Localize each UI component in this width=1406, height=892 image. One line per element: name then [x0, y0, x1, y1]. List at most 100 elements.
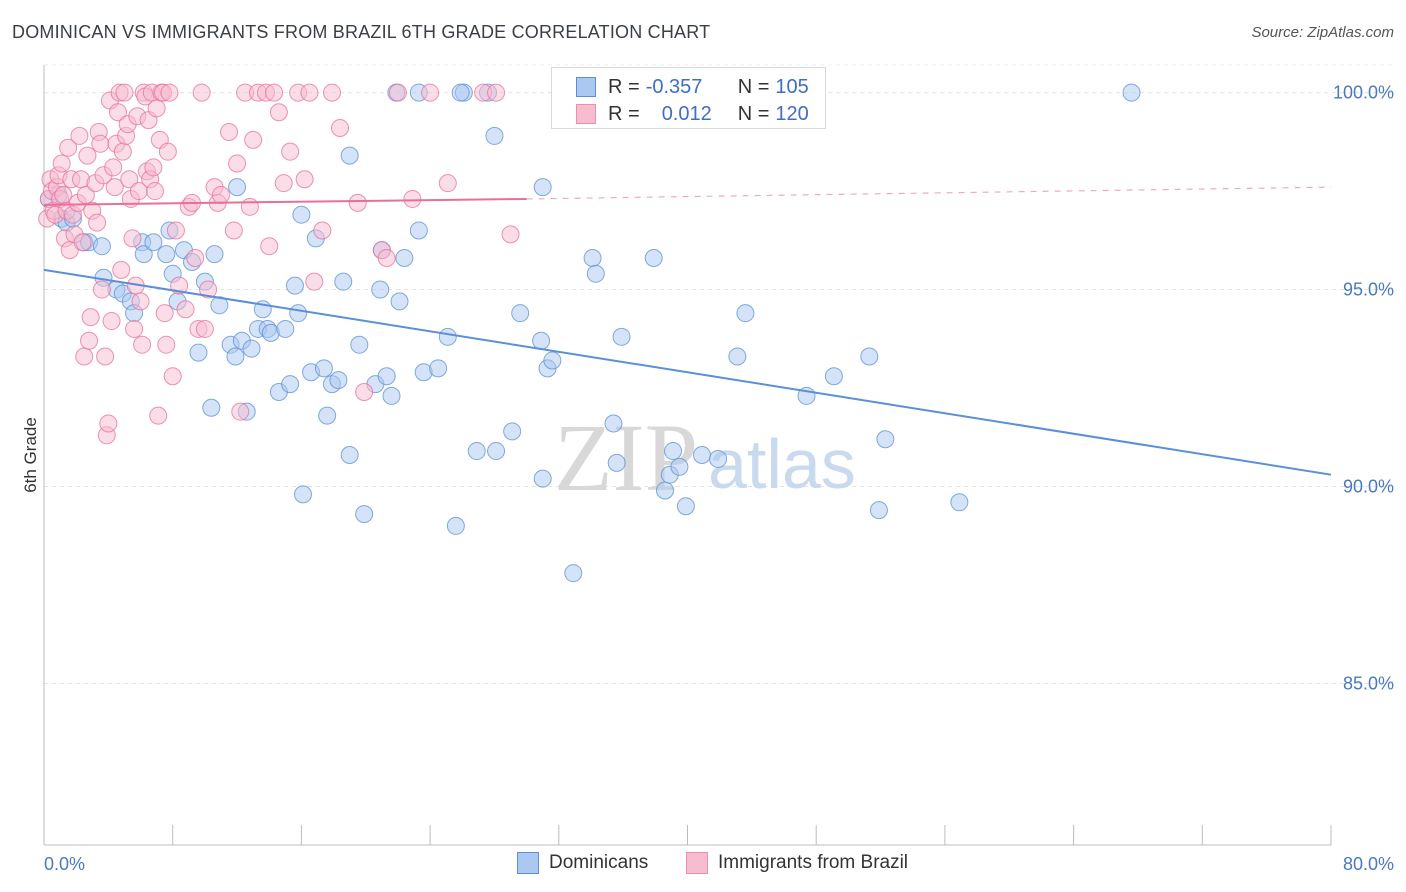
- scatter-point: [134, 245, 153, 264]
- stats-row-brazil: R = 0.012 N = 120: [552, 100, 809, 128]
- scatter-point: [487, 442, 506, 461]
- gridlines: [44, 64, 1392, 684]
- scatter-point: [644, 249, 663, 268]
- scatter-point: [676, 497, 695, 516]
- scatter-point: [274, 174, 293, 193]
- scatter-point: [382, 386, 401, 405]
- scatter-point: [403, 189, 422, 208]
- scatter-point: [96, 347, 115, 366]
- scatter-point: [88, 213, 107, 232]
- scatter-point: [728, 347, 747, 366]
- scatter-point: [59, 138, 78, 157]
- scatter-point: [92, 280, 111, 299]
- watermark: ZIP atlas: [554, 404, 856, 511]
- scatter-point: [329, 371, 348, 390]
- scatter-point: [81, 308, 100, 327]
- legend-item-brazil[interactable]: Immigrants from Brazil: [686, 852, 908, 874]
- trend-line: [43, 268, 1332, 476]
- scatter-point: [318, 406, 337, 425]
- trend-line: [43, 197, 527, 206]
- scatter-point: [244, 130, 263, 149]
- scatter-point: [292, 205, 311, 224]
- scatter-point: [429, 359, 448, 378]
- scatter-point: [860, 347, 879, 366]
- chart-source: Source: ZipAtlas.com: [1251, 24, 1394, 41]
- scatter-point: [226, 347, 245, 366]
- scatter-point: [157, 245, 176, 264]
- scatter-point: [485, 126, 504, 145]
- scatter-point: [322, 83, 341, 102]
- watermark-atlas: atlas: [708, 425, 856, 503]
- scatter-point: [824, 367, 843, 386]
- x-tick-label: 0.0%: [44, 854, 85, 874]
- trend-lines: [43, 186, 1332, 476]
- scatter-point: [670, 457, 689, 476]
- x-tick-labels: 0.0% 80.0%: [44, 854, 1394, 874]
- legend-label-brazil: Immigrants from Brazil: [718, 852, 909, 873]
- scatter-point: [583, 249, 602, 268]
- scatter-point: [409, 221, 428, 240]
- scatter-point: [269, 103, 288, 122]
- scatter-point: [113, 142, 132, 161]
- scatter-point: [607, 453, 626, 472]
- scatter-point: [305, 272, 324, 291]
- scatter-point: [115, 83, 134, 102]
- scatter-point: [192, 83, 211, 102]
- scatter-point: [371, 280, 390, 299]
- scatter-point: [487, 83, 506, 102]
- scatter-point: [355, 382, 374, 401]
- legend-item-dominicans[interactable]: Dominicans: [517, 852, 648, 874]
- scatter-point: [503, 422, 522, 441]
- scatter-point: [99, 414, 118, 433]
- scatter-point: [242, 339, 261, 358]
- scatter-point: [228, 178, 247, 197]
- scatter-point: [133, 335, 152, 354]
- trend-line-extension: [526, 186, 1332, 200]
- y-tick-labels: 85.0% 90.0% 95.0% 100.0%: [1333, 83, 1394, 694]
- scatter-point: [334, 272, 353, 291]
- scatter-point: [224, 221, 243, 240]
- stats-n-value: 105: [775, 75, 809, 98]
- scatter-point: [276, 319, 295, 338]
- scatter-point: [144, 158, 163, 177]
- legend-swatch-dominicans: [517, 852, 539, 874]
- scatter-point: [1122, 83, 1141, 102]
- scatter-point: [149, 406, 168, 425]
- scatter-point: [202, 398, 221, 417]
- scatter-point: [876, 430, 895, 449]
- stats-swatch-dominicans: [576, 77, 596, 97]
- scatter-point: [265, 83, 284, 102]
- scatter-point: [532, 331, 551, 350]
- scatter-point: [78, 146, 97, 165]
- scatter-point: [586, 264, 605, 283]
- scatter-point: [195, 319, 214, 338]
- scatter-point: [664, 442, 683, 461]
- scatter-point: [331, 119, 350, 138]
- scatter-point: [176, 300, 195, 319]
- scatter-point: [131, 292, 150, 311]
- stats-n-value: 120: [775, 102, 809, 125]
- scatter-point: [421, 83, 440, 102]
- y-axis-label: 6th Grade: [21, 417, 40, 493]
- scatter-point: [709, 449, 728, 468]
- stats-r-label: R =: [608, 75, 640, 98]
- stats-r-value: -0.357: [645, 75, 703, 98]
- scatter-point: [355, 505, 374, 524]
- scatter-point: [186, 249, 205, 268]
- scatter-point: [91, 134, 110, 153]
- scatter-point: [105, 178, 124, 197]
- scatter-point: [80, 331, 99, 350]
- scatter-point: [438, 327, 457, 346]
- scatter-point: [612, 327, 631, 346]
- scatter-point: [120, 170, 139, 189]
- scatter-point: [395, 249, 414, 268]
- scatter-point: [228, 154, 247, 173]
- scatter-point: [388, 83, 407, 102]
- scatter-point: [281, 142, 300, 161]
- scatter-point: [289, 304, 308, 323]
- scatter-point: [313, 221, 332, 240]
- stats-r-label: R =: [608, 102, 640, 125]
- legend-swatch-brazil: [686, 852, 708, 874]
- scatter-point: [158, 142, 177, 161]
